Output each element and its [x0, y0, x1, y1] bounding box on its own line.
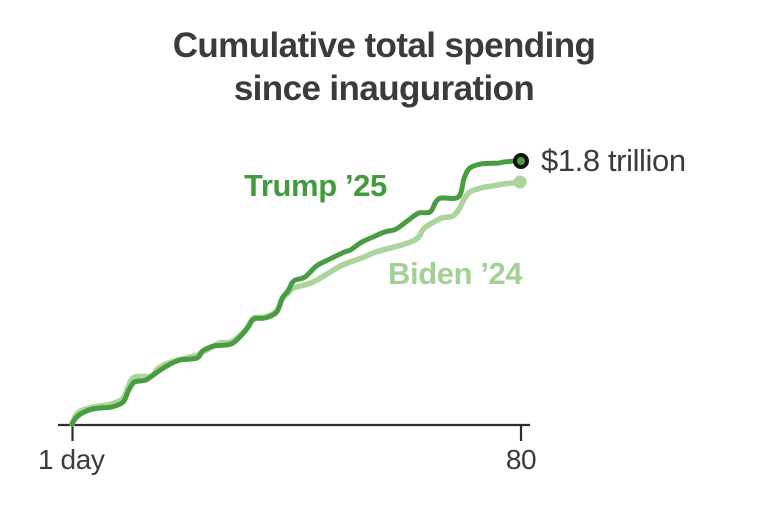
series-line-biden	[69, 179, 524, 427]
x-axis-tick-label-last: 80	[505, 444, 537, 475]
series-line-trump	[69, 158, 524, 427]
series-label-biden: Biden ’24	[388, 256, 523, 291]
chart-title-line1: Cumulative total spending	[172, 26, 596, 65]
chart-title-line2: since inauguration	[233, 69, 535, 108]
chart-title: Cumulative total spending since inaugura…	[0, 24, 768, 110]
biden-endpoint-dot	[513, 175, 527, 189]
series-label-trump: Trump ’25	[244, 168, 387, 203]
endpoint-value-annotation: $1.8 trillion	[541, 143, 686, 178]
trump-endpoint-dot	[513, 153, 529, 169]
x-axis-tick-label-first: 1 day	[38, 444, 105, 475]
